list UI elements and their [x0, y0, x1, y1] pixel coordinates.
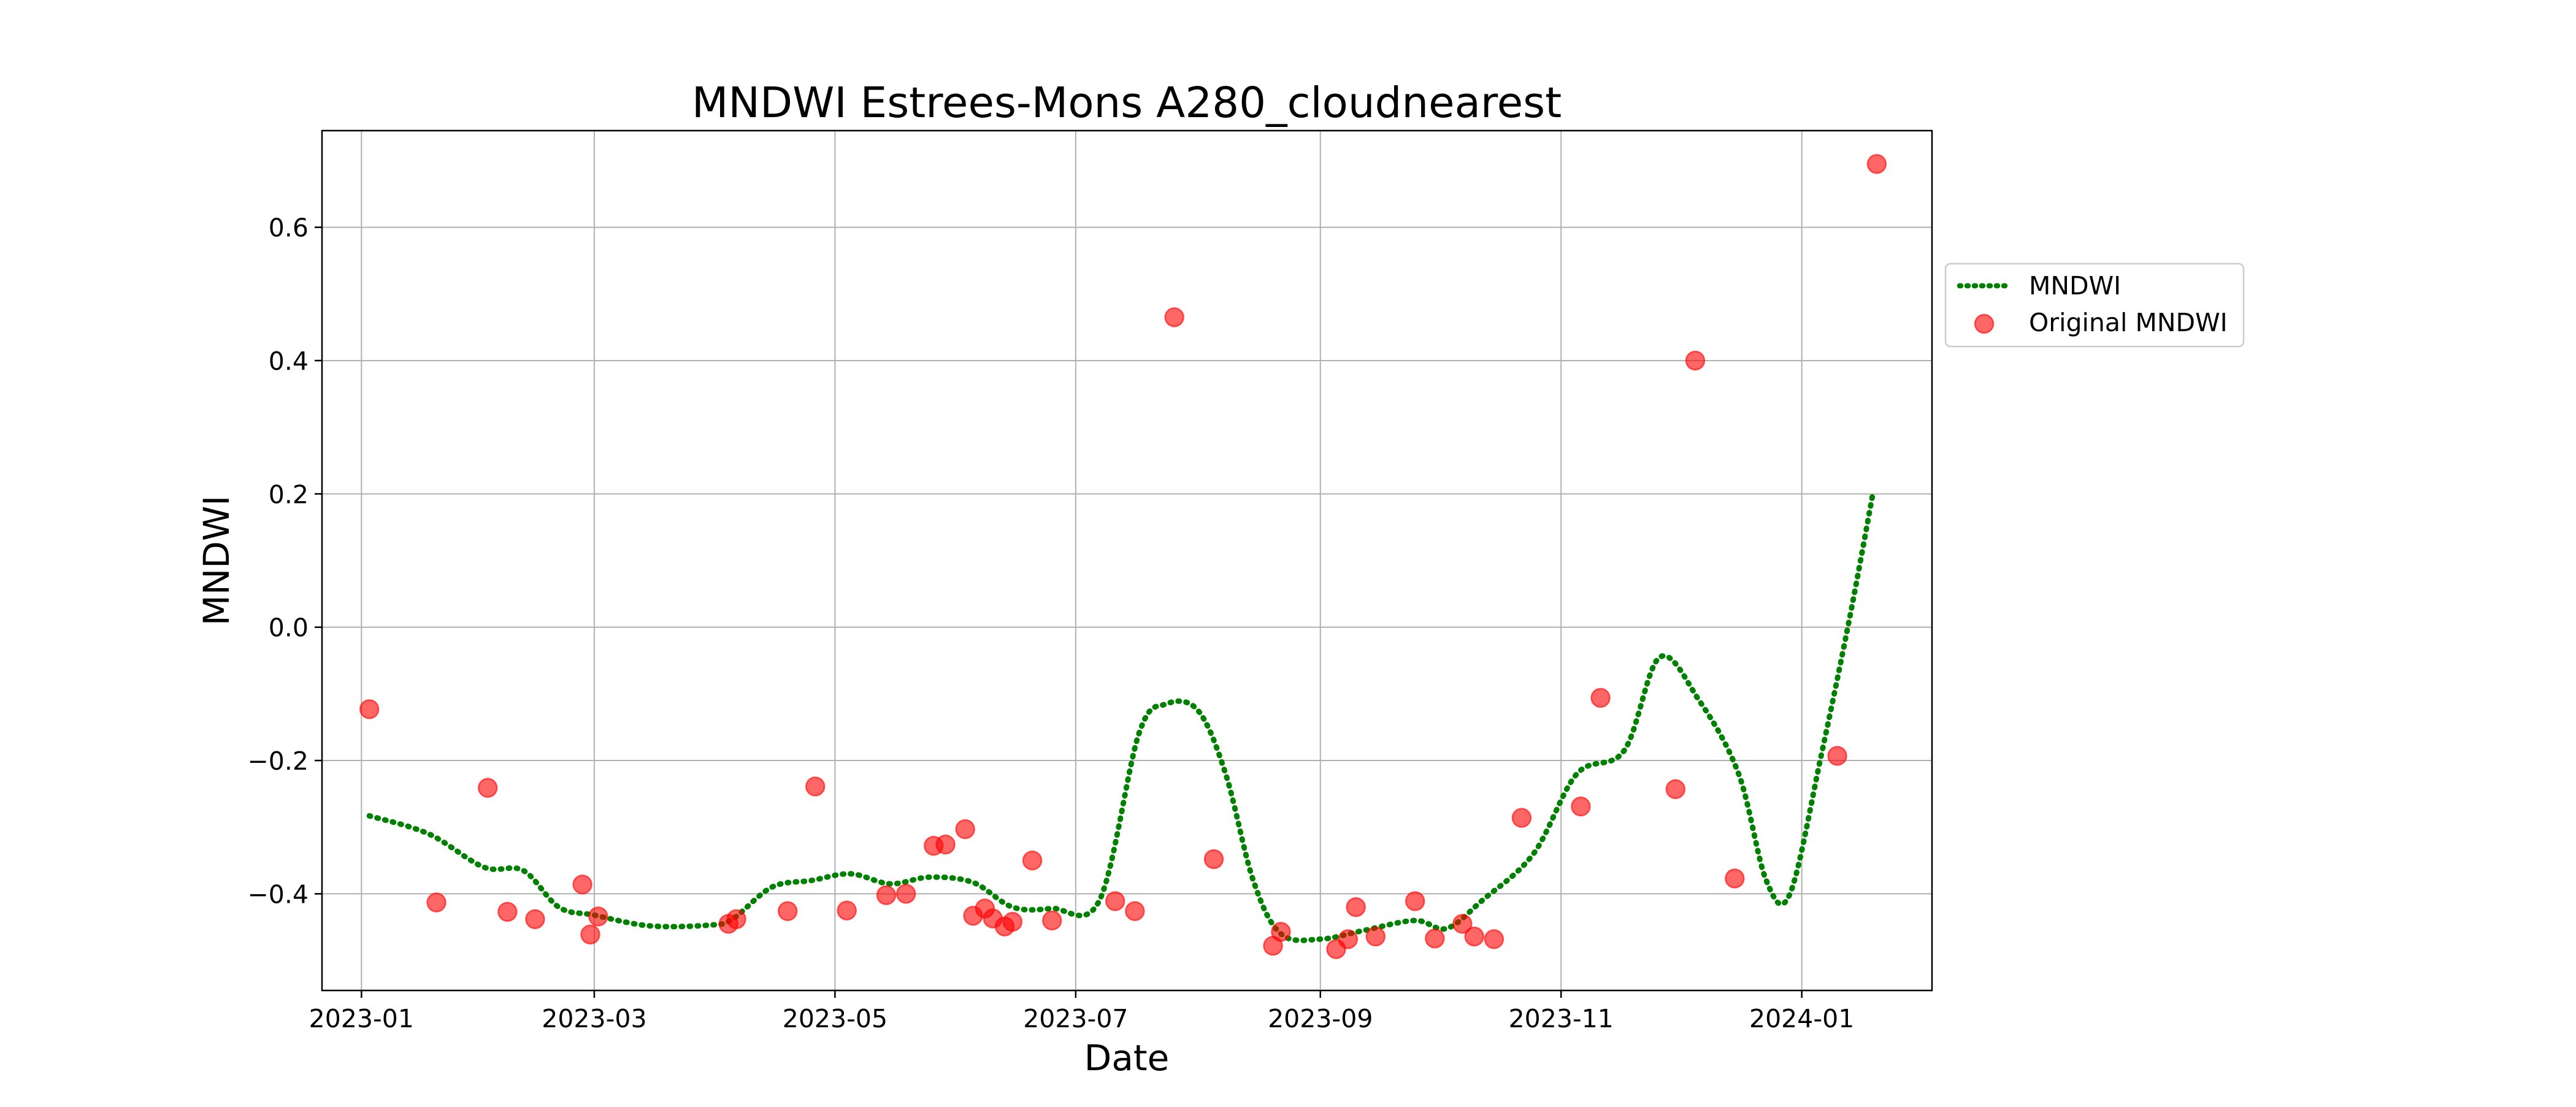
y-tick-label: 0.2	[269, 480, 309, 509]
scatter-point-original-mndwi	[588, 906, 608, 927]
scatter-point-original-mndwi	[1203, 849, 1224, 870]
scatter-point-original-mndwi	[1405, 891, 1425, 911]
plot-area-background	[322, 131, 1932, 990]
scatter-point-original-mndwi	[1022, 850, 1043, 871]
legend: MNDWI Original MNDWI	[1944, 262, 2245, 348]
y-axis-title: MNDWI	[196, 496, 237, 626]
grid-lines	[322, 131, 1932, 990]
y-tick-label: −0.2	[247, 746, 309, 776]
scatter-point-original-mndwi	[1346, 897, 1366, 917]
x-tick-label: 2023-09	[1268, 1004, 1373, 1033]
scatter-point-original-mndwi	[359, 699, 380, 719]
y-tick-label: 0.4	[269, 347, 309, 376]
chart-title: MNDWI Estrees-Mons A280_cloudnearest	[692, 79, 1562, 128]
scatter-point-original-mndwi	[895, 884, 916, 904]
scatter-point-original-mndwi	[955, 819, 975, 840]
scatter-point-original-mndwi	[837, 900, 857, 921]
scatter-point-original-mndwi	[1571, 796, 1591, 817]
scatter-point-original-mndwi	[777, 901, 798, 921]
y-tick-label: −0.4	[247, 879, 309, 909]
scatter-point-original-mndwi	[477, 778, 498, 798]
scatter-point-original-mndwi	[1866, 154, 1887, 174]
scatter-point-original-mndwi	[1665, 779, 1686, 800]
legend-label-mndwi: MNDWI	[2029, 271, 2121, 301]
x-tick-label: 2023-11	[1509, 1004, 1614, 1033]
scatter-point-original-mndwi	[1590, 688, 1611, 708]
scatter-point-original-mndwi	[1271, 922, 1291, 942]
scatter-point-original-mndwi	[1511, 808, 1532, 828]
scatter-point-original-mndwi	[1464, 926, 1484, 947]
scatter-point-original-mndwi	[876, 885, 897, 905]
x-tick-label: 2023-05	[783, 1004, 887, 1033]
scatter-point-original-mndwi	[1484, 929, 1505, 949]
legend-frame	[1944, 262, 2245, 348]
x-tick-label: 2024-01	[1749, 1004, 1854, 1033]
scatter-point-original-mndwi	[1338, 929, 1359, 949]
scatter-point-original-mndwi	[1042, 910, 1062, 931]
legend-label-original-mndwi: Original MNDWI	[2029, 308, 2228, 337]
scatter-point-original-mndwi	[805, 776, 826, 797]
scatter-point-original-mndwi	[1827, 746, 1847, 766]
scatter-point-original-mndwi	[935, 834, 956, 855]
data-layer	[359, 154, 1887, 959]
scatter-point-original-mndwi	[1725, 868, 1745, 889]
scatter-point-original-mndwi	[1452, 914, 1473, 934]
scatter-point-original-mndwi	[1105, 891, 1125, 911]
x-tick-label: 2023-03	[542, 1004, 646, 1033]
scatter-point-original-mndwi	[572, 874, 592, 895]
plot-frame	[321, 129, 1933, 992]
legend-swatch-marker	[1974, 313, 1995, 334]
scatter-point-original-mndwi	[1685, 350, 1706, 371]
x-tick-label: 2023-07	[1023, 1004, 1128, 1033]
scatter-point-original-mndwi	[525, 909, 545, 929]
scatter-point-original-mndwi	[726, 909, 746, 929]
y-tick-label: 0.0	[269, 613, 309, 643]
scatter-point-original-mndwi	[497, 902, 518, 922]
series-line-mndwi	[366, 491, 1876, 943]
axis-ticks: 2023-01 2023-03 2023-05 2023-07 2023-09 2023-…	[247, 213, 1854, 1033]
scatter-point-original-mndwi	[426, 892, 447, 913]
y-tick-label: 0.6	[269, 213, 309, 243]
scatter-point-original-mndwi	[580, 924, 600, 944]
scatter-point-original-mndwi	[1164, 307, 1184, 328]
scatter-point-original-mndwi	[1365, 926, 1386, 947]
scatter-point-original-mndwi	[1002, 911, 1023, 932]
scatter-point-original-mndwi	[1425, 928, 1445, 949]
x-axis-title: Date	[1084, 1037, 1170, 1079]
scatter-point-original-mndwi	[1125, 901, 1145, 921]
x-tick-label: 2023-01	[309, 1004, 414, 1033]
